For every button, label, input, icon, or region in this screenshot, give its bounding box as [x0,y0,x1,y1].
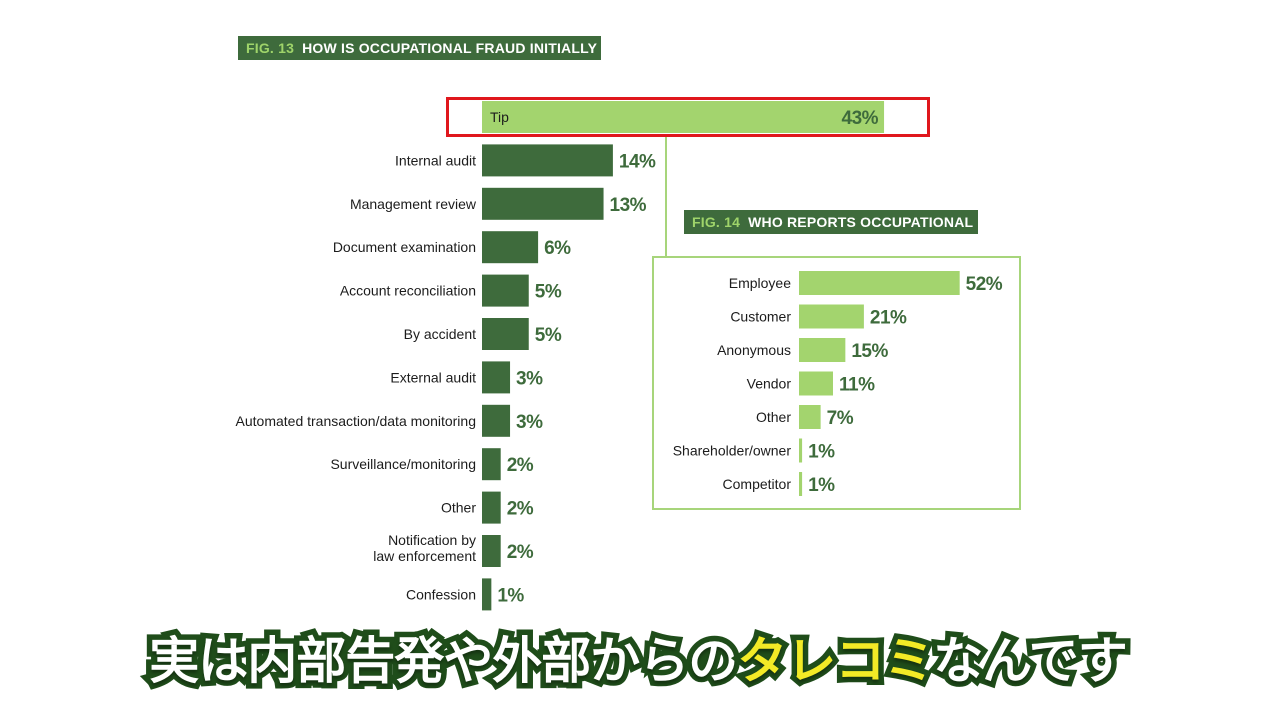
fig13-bar [482,361,511,394]
fig13-category-label: Tip [490,109,509,125]
fig13-bar [482,404,511,437]
connector-line [665,137,667,257]
fig13-category-label: Notification by law enforcement [373,532,476,564]
fig13-bar [482,274,529,307]
fig13-bar [482,101,885,133]
fig13-category-label: Internal audit [395,152,476,168]
fig14-number: FIG. 14 [692,214,741,230]
fig13-title: FIG. 13 HOW IS OCCUPATIONAL FRAUD INITIA… [238,36,687,60]
fig13-value-label: 6% [544,238,571,259]
fig13-bar [482,491,501,524]
fig13-bar [482,448,501,481]
fig13-value-label: 5% [535,282,562,303]
fig13-value-label: 5% [535,325,562,346]
fig13-value-label: 1% [497,585,524,606]
fig13-category-label: Management review [350,196,477,212]
fig13-category-label: Surveillance/monitoring [330,456,476,472]
fig13-category-label: Document examination [333,239,476,255]
fig13-value-label: 3% [516,368,543,389]
fig14-bar [799,438,803,463]
fig13-value-label: 2% [507,542,534,563]
fig13-value-label: 2% [507,499,534,520]
fig13-category-label: External audit [390,369,476,385]
fig13-bar [482,535,501,567]
tip-highlight-frame [446,97,930,137]
fig13-value-label: 3% [516,412,543,433]
fig14-bar [799,371,833,396]
fig14-value-label: 11% [839,375,875,396]
fig14-bar [799,405,821,429]
fig14-category-label: Employee [729,275,791,291]
fig13-category-label: Confession [406,586,476,602]
fig13-value-label: 14% [619,151,656,172]
fig13-value-label: 2% [507,455,534,476]
fig13-bar [482,318,529,350]
fig14-category-label: Shareholder/owner [673,443,792,459]
caption-bar: 実は内部告発や外部からのタレコミなんです [0,612,1276,702]
fig13-value-label: 43% [842,108,879,129]
fig13-bar [482,231,539,264]
fig14-category-label: Customer [730,309,791,325]
fig14-bar [799,338,846,362]
fig14-value-label: 1% [808,475,835,496]
fig14-value-label: 52% [966,274,1003,295]
fig14-value-label: 1% [808,442,835,463]
fig13-bar [482,578,492,611]
fig13-value-label: 13% [610,195,647,216]
subtitle-caption: 実は内部告発や外部からのタレコミなんです [144,621,1133,696]
fig13-number: FIG. 13 [246,40,295,56]
caption-tail-text: なんです [928,627,1133,696]
caption-highlight-text: タレコミ [732,627,940,696]
fig13-bar [482,144,613,177]
fig13-category-label: By accident [404,326,476,342]
fig13-title-text: HOW IS OCCUPATIONAL FRAUD INITIALLY DETE… [302,40,687,56]
fig14-value-label: 15% [851,341,888,362]
fig14-category-label: Competitor [723,476,792,492]
fig14-category-label: Anonymous [717,342,791,358]
caption-main-text: 実は内部告発や外部からの [144,627,744,696]
fig14-title-text: WHO REPORTS OCCUPATIONAL FRAUD? [748,214,1036,230]
fig14-title: FIG. 14 WHO REPORTS OCCUPATIONAL FRAUD? [684,210,1036,234]
fig14-value-label: 7% [827,408,854,429]
fig13-category-label: Account reconciliation [340,283,476,299]
fig13-category-label: Other [441,500,476,516]
fig14-category-label: Other [756,409,791,425]
fig13-category-label: Automated transaction/data monitoring [236,413,476,429]
fig14-bar [799,304,864,329]
fig13-bar [482,187,604,220]
fig14-value-label: 21% [870,308,907,329]
fig14-bar [799,271,960,295]
fig14-category-label: Vendor [747,376,792,392]
fig14-panel [652,256,1021,510]
fig14-bar [799,472,803,496]
